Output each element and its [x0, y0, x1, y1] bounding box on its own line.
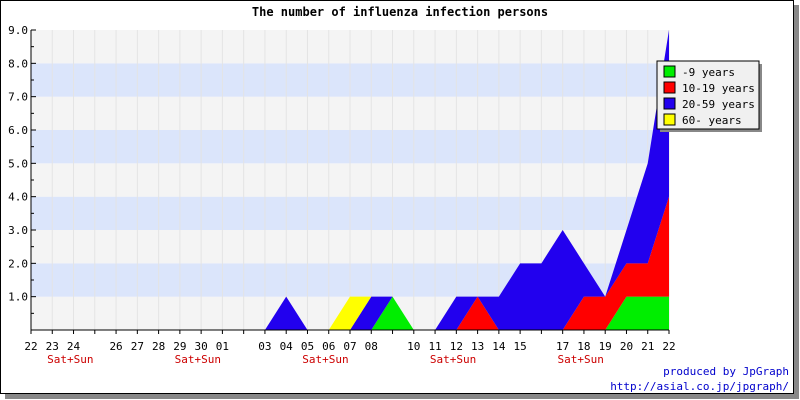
- x-tick-labels: 22 23 24 26 27 28 29 30 01 03 04 05 06 07 08 10 11 12 13 14…: [24, 340, 675, 353]
- y-tick-label: 8.0: [8, 57, 28, 70]
- y-tick-label: 6.0: [8, 124, 28, 137]
- y-tick-label: 3.0: [8, 224, 28, 237]
- x-tick-label: 17: [556, 340, 569, 353]
- x-tick-label: 22: [24, 340, 37, 353]
- weekend-label: Sat+Sun: [430, 353, 476, 366]
- weekend-label: Sat+Sun: [47, 353, 93, 366]
- frame-shadow-bottom: [5, 394, 799, 399]
- x-tick-label: 11: [428, 340, 441, 353]
- y-tick-labels: 1.0 2.0 3.0 4.0 5.0 6.0 7.0 8.0 9.0: [8, 24, 28, 304]
- y-tick-label: 5.0: [8, 157, 28, 170]
- area-series-1: [31, 196, 669, 330]
- credit-line-1: produced by JpGraph: [663, 365, 789, 378]
- x-tick-label: 13: [471, 340, 484, 353]
- x-tick-label: 30: [195, 340, 208, 353]
- x-tick-label: 26: [109, 340, 122, 353]
- legend-swatch-0: [663, 65, 676, 78]
- x-tick-label: 28: [152, 340, 165, 353]
- legend-label-1: 10-19 years: [682, 82, 755, 95]
- weekend-label: Sat+Sun: [302, 353, 348, 366]
- x-tick-label: 23: [46, 340, 59, 353]
- x-tick-label: 22: [662, 340, 675, 353]
- x-tick-label: 20: [620, 340, 633, 353]
- x-tick-label: 12: [450, 340, 463, 353]
- x-tick-label: 19: [599, 340, 612, 353]
- x-tick-label: 14: [492, 340, 506, 353]
- x-tick-label: 21: [641, 340, 654, 353]
- y-tick-label: 4.0: [8, 191, 28, 204]
- chart-title: The number of influenza infection person…: [252, 5, 548, 19]
- x-tick-label: 04: [280, 340, 294, 353]
- x-tick-label: 03: [258, 340, 271, 353]
- x-tick-label: 10: [407, 340, 420, 353]
- legend-swatch-1: [663, 81, 676, 94]
- y-tick-label: 2.0: [8, 257, 28, 270]
- weekend-label: Sat+Sun: [557, 353, 603, 366]
- legend-swatch-3: [663, 113, 676, 126]
- frame-shadow-right: [794, 5, 799, 399]
- series-areas: [31, 30, 669, 330]
- x-tick-label: 15: [514, 340, 527, 353]
- legend-label-3: 60- years: [682, 114, 742, 127]
- x-tick-label: 06: [322, 340, 335, 353]
- y-tick-label: 7.0: [8, 91, 28, 104]
- x-tick-label: 07: [343, 340, 356, 353]
- x-tick-label: 01: [216, 340, 229, 353]
- x-tick-label: 24: [67, 340, 81, 353]
- axes: [30, 29, 670, 334]
- x-tick-label: 05: [301, 340, 314, 353]
- credit-line-2: http://asial.co.jp/jpgraph/: [610, 380, 789, 393]
- legend-swatch-2: [663, 97, 676, 110]
- legend-label-0: -9 years: [682, 66, 735, 79]
- legend: -9 years 10-19 years 20-59 years 60- years: [656, 60, 762, 132]
- weekend-labels: Sat+Sun Sat+Sun Sat+Sun Sat+Sun Sat+Sun: [47, 353, 604, 366]
- vertical-gridlines: [30, 30, 670, 330]
- y-tick-label: 9.0: [8, 24, 28, 37]
- legend-label-2: 20-59 years: [682, 98, 755, 111]
- x-tick-label: 08: [365, 340, 378, 353]
- y-tick-label: 1.0: [8, 291, 28, 304]
- x-tick-label: 18: [577, 340, 590, 353]
- weekend-label: Sat+Sun: [175, 353, 221, 366]
- x-tick-label: 27: [131, 340, 144, 353]
- x-tick-label: 29: [173, 340, 186, 353]
